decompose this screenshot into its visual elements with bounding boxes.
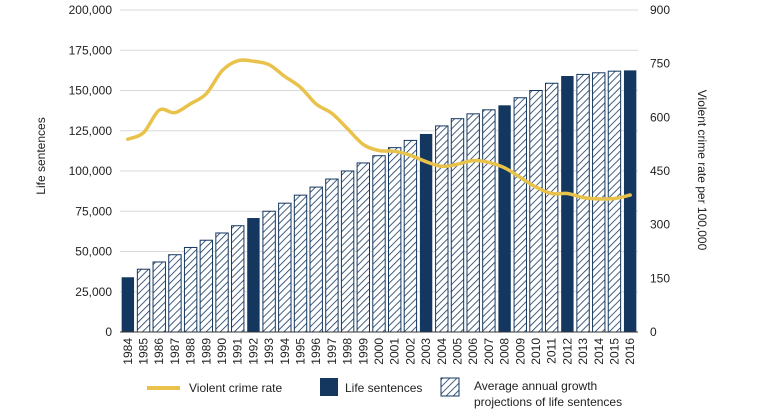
bar-projection [466,113,480,333]
left-axis-ticks: 0 25,000 50,000 75,000 100,000 125,000 150,000… [69,3,113,339]
x-tick-label: 1995 [294,338,308,365]
x-tick-label: 1991 [231,338,245,365]
right-tick-label: 300 [650,218,670,232]
legend-life-swatch [320,378,338,396]
x-tick-label: 1988 [184,338,198,365]
bar-projection [152,261,166,333]
bar-projection [309,186,323,333]
left-tick-label: 100,000 [69,164,113,178]
right-tick-label: 600 [650,110,670,124]
bar-life-sentences [561,76,574,332]
x-tick-label: 1996 [309,338,323,365]
bar-projection [388,147,402,333]
bar-projection [403,139,418,333]
right-tick-label: 900 [650,3,670,17]
x-tick-label: 1994 [278,338,292,365]
x-tick-label: 2010 [529,338,543,365]
bar-projection [372,155,386,333]
bar-projection [435,125,449,333]
bar-projection [576,73,590,333]
x-tick-label: 2008 [498,338,512,365]
legend: Violent crime rate Life sentences Averag… [147,377,622,409]
bar-projection [199,239,214,333]
bar-projection [262,210,276,333]
bar-projection [450,118,465,333]
x-tick-label: 1992 [246,338,260,365]
bar-projection [607,70,622,333]
bar-projection [168,254,182,333]
bar-projection [592,72,606,333]
x-tick-label: 1986 [152,338,166,365]
x-tick-label: 2000 [372,338,386,365]
x-tick-label: 2004 [435,338,449,365]
left-tick-label: 50,000 [75,245,112,259]
legend-projection-swatch [440,377,460,397]
left-axis-title: Life sentences [34,117,48,194]
left-tick-label: 200,000 [69,3,113,17]
x-tick-label: 1997 [325,338,339,365]
x-tick-label: 1999 [356,338,370,365]
bar-life-sentences [498,105,511,332]
x-tick-label: 2001 [388,338,402,365]
left-tick-label: 25,000 [75,285,112,299]
bar-projection [340,170,355,333]
x-tick-label: 1984 [121,338,135,365]
x-tick-label: 2012 [560,338,574,365]
x-tick-label: 1993 [262,338,276,365]
legend-crime-label: Violent crime rate [189,381,282,395]
bar-projection [482,109,496,333]
x-tick-label: 2014 [592,338,606,365]
x-tick-label: 1998 [341,338,355,365]
bars [121,70,637,333]
left-tick-label: 175,000 [69,43,113,57]
bar-projection [278,202,292,333]
legend-projection-label-line2: projections of life sentences [474,395,622,409]
x-tick-label: 1990 [215,338,229,365]
bar-projection [231,225,245,333]
bar-projection [183,246,198,333]
x-tick-label: 2016 [623,338,637,365]
bar-life-sentences [121,277,135,332]
left-tick-label: 0 [105,325,112,339]
right-axis-title: Violent crime rate per 100,000 [695,90,709,251]
x-tick-label: 2006 [466,338,480,365]
right-tick-label: 450 [650,164,670,178]
bar-projection [325,178,339,333]
left-tick-label: 125,000 [69,124,113,138]
x-tick-label: 1985 [137,338,151,365]
bar-projection [136,268,151,333]
bar-projection [544,82,559,333]
bar-life-sentences [623,70,637,333]
x-tick-label: 2002 [403,338,417,365]
x-tick-label: 2005 [451,338,465,365]
crime-line-group [126,58,632,201]
bar-projection [513,97,527,333]
left-tick-label: 75,000 [75,204,112,218]
x-axis-ticks: 1984 1985 1986 1987 1988 1989 1990 1991 1992 1993… [121,338,637,365]
x-tick-label: 2009 [513,338,527,365]
right-tick-label: 0 [650,325,657,339]
bar-life-sentences [419,133,433,332]
x-tick-label: 2011 [545,338,559,364]
x-tick-label: 2007 [482,338,496,365]
x-tick-label: 1987 [168,338,182,365]
x-tick-label: 2013 [576,338,590,365]
bar-life-sentences [247,218,260,332]
bar-projection [529,90,543,333]
left-tick-label: 150,000 [69,84,113,98]
right-tick-label: 150 [650,271,670,285]
x-tick-label: 1989 [199,338,213,365]
bar-projection [356,162,371,333]
legend-projection-label-line1: Average annual growth [474,379,597,393]
right-axis-ticks: 0 150 300 450 600 750 900 [650,3,670,339]
x-tick-label: 2015 [608,338,622,365]
right-tick-label: 750 [650,57,670,71]
bar-projection [215,232,229,333]
x-tick-label: 2003 [419,338,433,365]
bar-projection [293,194,308,333]
legend-life-label: Life sentences [345,381,422,395]
